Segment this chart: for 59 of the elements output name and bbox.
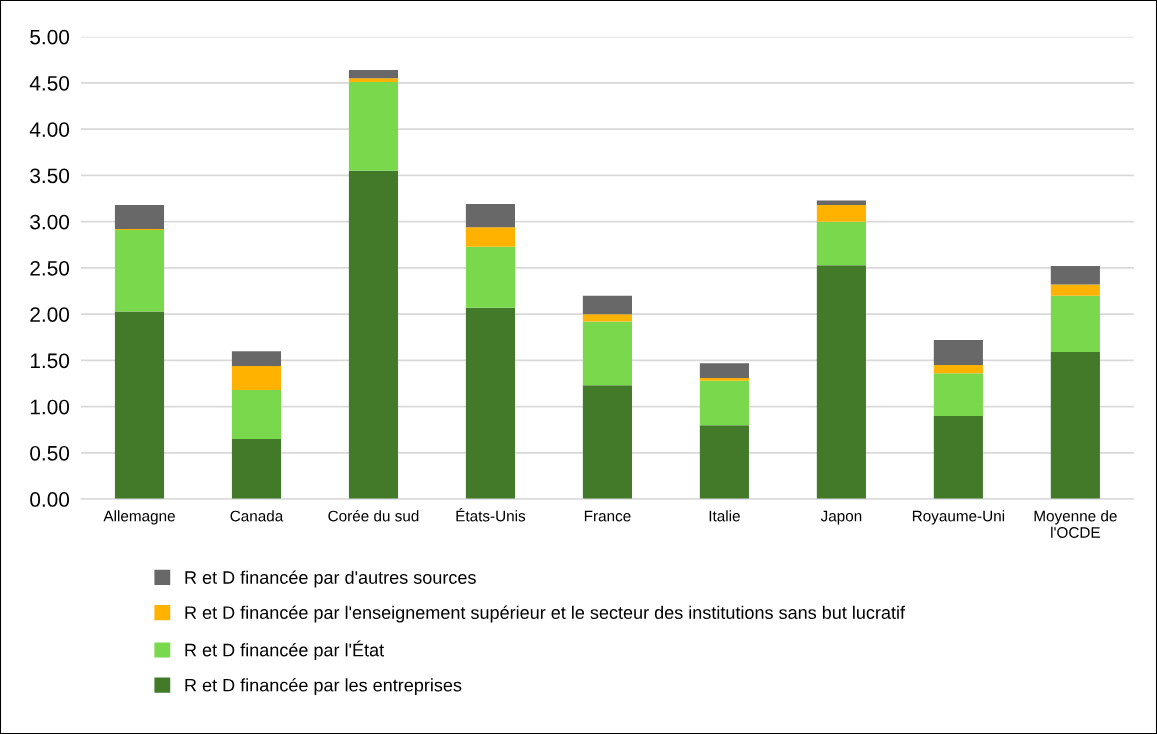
bar [348,69,399,79]
bar [933,373,983,416]
y-tick-label: 4.50 [29,75,70,91]
x-tick-label: Italie [709,510,740,522]
bar [348,82,399,171]
bar [933,365,983,374]
bar [1050,284,1100,296]
bar [699,377,749,381]
bar [1050,352,1100,500]
bar [231,389,282,440]
y-tick-label: 3.00 [30,214,70,230]
bar [348,170,399,500]
bar [114,229,165,312]
x-tick-label: France [584,510,631,522]
y-tick-label: 4.00 [29,122,70,137]
bar [114,205,165,230]
bar [114,311,165,500]
y-tick-label: 1.50 [30,353,70,369]
legend-label: R et D financée par l'enseignement supérieur et le secteur des institutions sans but lucratif [185,605,906,623]
bar [1050,295,1100,353]
y-tick-label: 2.00 [30,307,70,322]
bar [231,351,282,366]
legend-label: R et D financée par l'État [185,640,384,661]
bar [231,439,282,500]
bar [816,205,866,222]
bar [465,307,516,500]
x-tick-label: Japon [820,510,862,525]
y-tick-label: 1.00 [30,399,70,415]
y-tick-label: 0.00 [30,492,70,507]
bar [348,78,399,83]
bar [582,295,632,315]
x-tick-label: Allemagne [103,510,175,525]
x-tick-label: Moyenne de l'OCDE [1034,510,1117,538]
bar [582,321,632,386]
bar [933,340,983,366]
y-tick-label: 3.50 [30,168,70,184]
x-tick-label: États-Unis [456,508,526,522]
bar [699,425,749,500]
bar [231,365,282,390]
bar [582,385,632,500]
bar [1050,266,1100,285]
legend-label: R et D financée par d'autres sources [185,570,476,588]
y-tick-label: 0.50 [30,445,70,461]
y-tick-label: 5.00 [30,29,70,45]
x-tick-label: Corée du sud [328,510,419,522]
bar [465,227,516,247]
x-tick-label: Canada [230,510,284,522]
bar [465,246,516,308]
y-tick-label: 2.50 [30,260,70,276]
bar [582,314,632,322]
bar [699,363,749,378]
bar [933,415,983,500]
bar [699,380,749,426]
x-tick-label: Royaume-Uni [912,510,1005,525]
bar [816,200,866,206]
legend-label: R et D financée par les entreprises [185,678,462,696]
bar [816,221,866,266]
bar [816,265,866,500]
bar [465,204,516,228]
